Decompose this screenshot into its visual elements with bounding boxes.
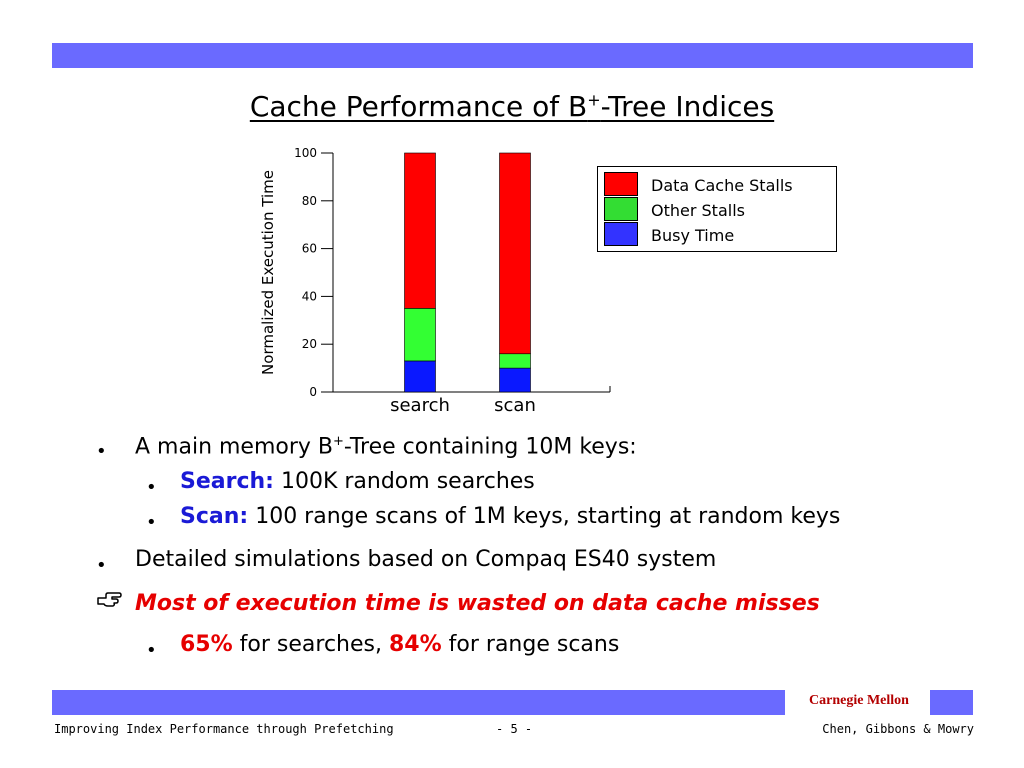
bullet-percentages: 65% for searches, 84% for range scans xyxy=(180,632,620,657)
bar-segment-search-other-stalls xyxy=(404,308,436,362)
footer-title: Improving Index Performance through Pref… xyxy=(54,722,394,736)
top-header-band xyxy=(52,43,973,68)
legend-label: Busy Time xyxy=(651,226,735,245)
legend-label: Other Stalls xyxy=(651,201,745,220)
legend-item-busy-time: Busy Time xyxy=(604,222,830,246)
bar-segment-search-data-cache-stalls xyxy=(404,152,436,309)
page-number: - 5 - xyxy=(496,722,533,736)
y-tick-label: 20 xyxy=(302,337,317,351)
brand-label: Carnegie Mellon xyxy=(809,693,909,708)
bar-segment-search-busy-time xyxy=(404,360,436,393)
bullet-main-memory: A main memory B+-Tree containing 10M key… xyxy=(135,434,637,460)
legend-swatch-red xyxy=(604,172,638,196)
bullet-key-finding: Most of execution time is wasted on data… xyxy=(135,591,820,616)
legend-swatch-blue xyxy=(604,222,638,246)
bar-segment-scan-busy-time xyxy=(499,367,531,393)
bullet-dot: • xyxy=(96,555,107,576)
bullet-search: Search: 100K random searches xyxy=(180,469,535,494)
y-tick-label: 80 xyxy=(302,194,317,208)
bottom-band-end xyxy=(930,690,973,715)
legend-label: Data Cache Stalls xyxy=(651,176,793,195)
legend-item-data-cache-stalls: Data Cache Stalls xyxy=(604,172,830,196)
bar-segment-scan-data-cache-stalls xyxy=(499,152,531,355)
bullet-dot: • xyxy=(146,512,157,533)
bar-segment-scan-other-stalls xyxy=(499,353,531,369)
chart-legend: Data Cache Stalls Other Stalls Busy Time xyxy=(597,166,837,252)
stacked-bar-chart: 0 20 40 60 80 100 Normalized Execution Time sea… xyxy=(259,146,611,416)
legend-swatch-green xyxy=(604,197,638,221)
y-tick-label: 100 xyxy=(294,146,317,160)
footer-authors: Chen, Gibbons & Mowry xyxy=(822,722,974,736)
bullet-scan: Scan: 100 range scans of 1M keys, starti… xyxy=(180,504,841,529)
y-tick-label: 0 xyxy=(309,385,317,399)
bullet-dot: • xyxy=(146,640,157,661)
bullet-dot: • xyxy=(146,477,157,498)
bullet-simulations: Detailed simulations based on Compaq ES4… xyxy=(135,547,717,572)
y-tick-label: 60 xyxy=(302,242,317,256)
legend-item-other-stalls: Other Stalls xyxy=(604,197,830,221)
x-category-label: search xyxy=(390,395,450,416)
slide-title: Cache Performance of B+-Tree Indices xyxy=(249,90,775,123)
bullet-dot: • xyxy=(96,441,107,462)
x-category-label: scan xyxy=(494,395,536,416)
pointing-hand-icon xyxy=(97,592,122,607)
bottom-band xyxy=(52,690,785,715)
y-axis-title: Normalized Execution Time xyxy=(259,170,277,375)
y-tick-label: 40 xyxy=(302,289,317,303)
